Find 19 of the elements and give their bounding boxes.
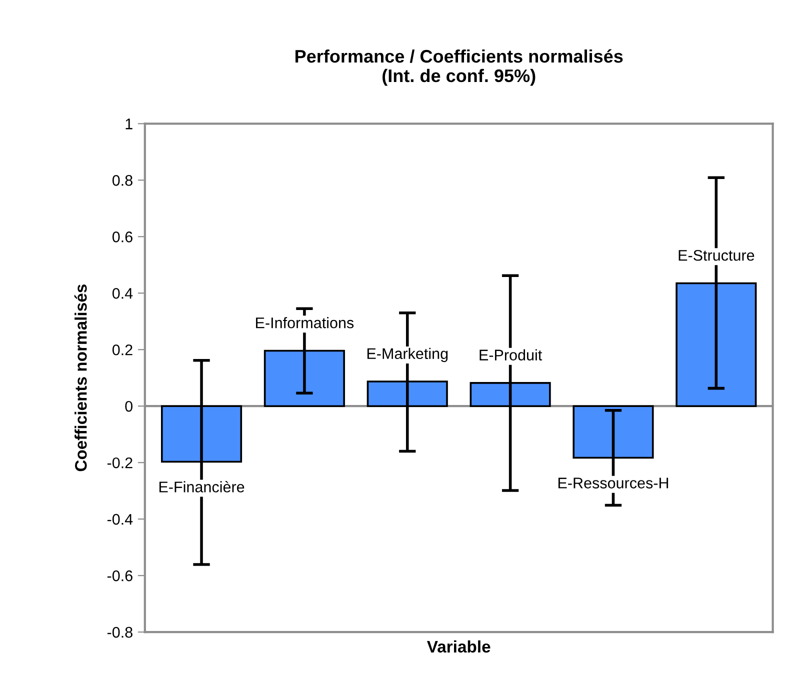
- y-axis-title: Coefficients normalisés: [74, 284, 87, 472]
- x-tick-label: E-Structure: [678, 250, 754, 261]
- y-tick-label: 1: [126, 118, 132, 130]
- x-axis-title: Variable: [427, 640, 490, 653]
- y-tick-label: -0.8: [107, 626, 132, 638]
- chart-title: Performance / Coefficients normalisés (Int. de conf. 95%): [296, 49, 623, 86]
- y-tick-label: -0.4: [107, 514, 133, 525]
- y-tick-label: 0.6: [112, 232, 132, 242]
- y-tick-label: -0.2: [107, 457, 132, 468]
- x-tick-label: E-Financière: [159, 481, 244, 492]
- y-tick-label: 0.8: [112, 175, 132, 186]
- y-tick-label: 0: [125, 400, 132, 412]
- x-tick-label: E-Marketing: [367, 348, 448, 362]
- y-tick-label: -0.6: [107, 570, 132, 582]
- x-tick-label: E-Ressources-H: [558, 478, 668, 488]
- x-tick-label: E-Informations: [256, 317, 354, 328]
- y-tick-label: 0.2: [112, 344, 132, 356]
- x-tick-label: E-Produit: [480, 349, 542, 360]
- y-tick-label: 0.4: [112, 288, 133, 299]
